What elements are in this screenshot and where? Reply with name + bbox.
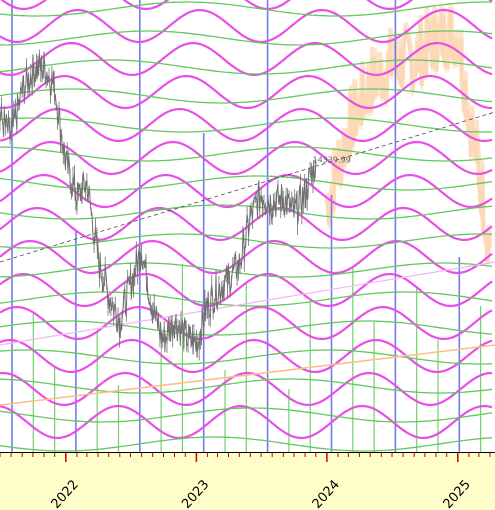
cycle-wave-green <box>0 30 493 46</box>
x-axis-band <box>0 452 495 510</box>
cycle-wave-magenta <box>0 404 493 440</box>
cycle-wave-magenta <box>0 305 493 341</box>
cycle-wave-green <box>0 146 493 162</box>
cycle-wave-magenta <box>0 338 493 374</box>
trend-line-pink <box>0 261 495 346</box>
cycle-wave-magenta <box>0 140 493 176</box>
cycle-wave-green <box>0 204 493 220</box>
price-series-line <box>0 51 317 358</box>
cycle-wave-magenta <box>0 107 493 143</box>
cycle-wave-green <box>0 407 493 423</box>
cycle-wave-green <box>0 88 493 104</box>
cycle-wave-green <box>0 436 493 452</box>
cycle-wave-green <box>0 291 493 307</box>
cycle-wave-green <box>0 59 493 75</box>
cycle-wave-green <box>0 349 493 365</box>
cycle-wave-green <box>0 320 493 336</box>
price-layer <box>0 49 317 361</box>
cycle-wave-lines <box>0 0 493 452</box>
cycle-wave-green <box>0 1 492 17</box>
trend-line-orange <box>0 344 495 406</box>
x-axis-ticks <box>0 453 491 462</box>
price-annotation-label: 14339.99 <box>313 156 351 165</box>
trend-lines <box>0 111 495 406</box>
cycle-wave-green <box>0 262 493 278</box>
cycle-wave-magenta <box>0 8 493 44</box>
trend-line-dashed <box>0 111 495 263</box>
cycle-wave-magenta <box>0 272 493 308</box>
cycle-wave-magenta <box>0 0 493 11</box>
cycle-wave-green <box>0 117 493 133</box>
cycle-wave-magenta <box>0 239 493 275</box>
cycle-wave-green <box>0 378 493 394</box>
cycle-wave-magenta <box>0 371 493 407</box>
projection-series-band <box>325 10 492 267</box>
price-annotation: 14339.99 <box>313 156 351 165</box>
cycle-wave-magenta <box>0 74 493 110</box>
